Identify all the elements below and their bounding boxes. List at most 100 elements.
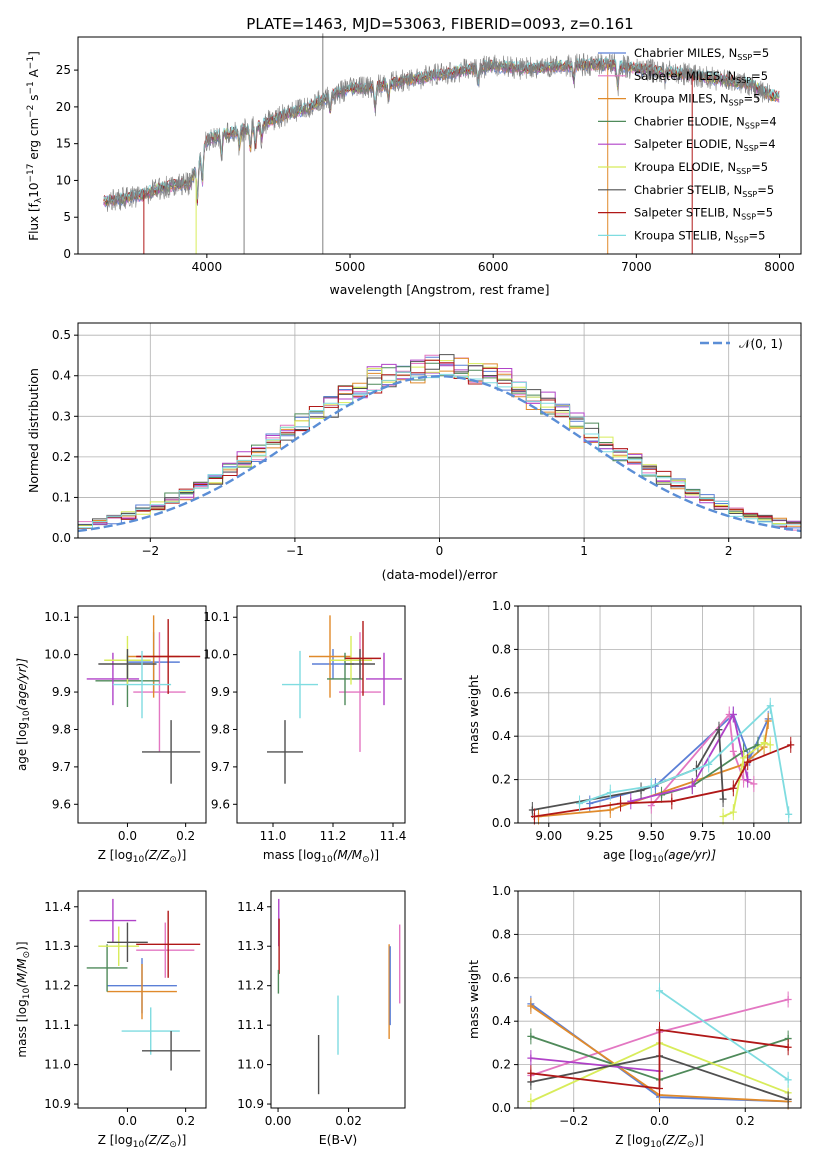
legend-entry-name: Chabrier ELODIE, N bbox=[634, 114, 745, 128]
errorbar-xlabel-part: Z [log bbox=[98, 848, 133, 862]
errorbar-ytick-label: 9.9 bbox=[52, 685, 71, 699]
histogram-ytick-label: 0.1 bbox=[52, 490, 71, 504]
massweight-xlabel-part: ⊙ bbox=[687, 1140, 695, 1150]
massweight-xlabel-part: (age/yr)] bbox=[664, 848, 717, 862]
errorbar-ylabel-part: mass [log bbox=[15, 999, 29, 1057]
legend-entry-sub: SSP bbox=[729, 99, 744, 108]
legend-entry-n: =4 bbox=[759, 137, 776, 151]
massweight-xtick-label: 10.00 bbox=[737, 829, 771, 843]
observed-spectrum-line bbox=[106, 53, 770, 212]
errorbar-xlabel: Z [log10(Z/Z⊙)] bbox=[98, 848, 187, 865]
residual-histogram-panel: −2 −1 0 1 2 0.0 0.1 0.2 0.3 0.4 0.5 𝒩(0, 1) (data-mo… bbox=[26, 322, 802, 582]
series-line bbox=[658, 990, 789, 1081]
errorbar-ytick-label: 9.6 bbox=[211, 797, 230, 811]
massweight-xlabel: Z [log10(Z/Z⊙)] bbox=[615, 1133, 704, 1150]
legend-entry-sub: SSP bbox=[742, 190, 757, 199]
errorbar-xlabel: Z [log10(Z/Z⊙)] bbox=[98, 1133, 187, 1150]
errorbar-ytick-label: 11.4 bbox=[237, 900, 264, 914]
massweight-ytick-label: 0.6 bbox=[492, 686, 511, 700]
errorbar-xtick-label: 0.02 bbox=[335, 1114, 362, 1128]
legend-entry-sub: SSP bbox=[734, 235, 749, 244]
spectrum-xtick-label: 8000 bbox=[764, 260, 795, 274]
errorbar-ylabel: age [log10(age/yr)] bbox=[15, 658, 32, 771]
errorbar-ytick-label: 11.4 bbox=[44, 900, 71, 914]
massweight-xtick-label: 9.25 bbox=[587, 829, 614, 843]
errorbar-frame bbox=[236, 605, 406, 824]
spectrum-ylabel-part: −1 bbox=[26, 81, 36, 94]
errorbar-ytick-label: 11.3 bbox=[237, 939, 264, 953]
legend-entry-sub: SSP bbox=[737, 53, 752, 62]
spectrum-ylabel-part: −2 bbox=[26, 105, 36, 118]
errorbar-ytick-label: 10.9 bbox=[237, 1097, 264, 1111]
legend-entry-n: =5 bbox=[752, 46, 769, 60]
legend-entry-name: Salpeter MILES, N bbox=[634, 69, 736, 83]
spectrum-ylabel-part: erg cm bbox=[27, 118, 41, 164]
histogram-xlabel: (data-model)/error bbox=[382, 567, 499, 582]
legend-entry: Salpeter ELODIE, NSSP=4 bbox=[634, 137, 776, 153]
spectrum-ylabel-part: A bbox=[27, 68, 41, 81]
series-line bbox=[630, 712, 749, 803]
errorbar-frame bbox=[77, 605, 207, 824]
legend-entry-n: =5 bbox=[757, 183, 774, 197]
errorbar-ytick-label: 10.0 bbox=[203, 648, 230, 662]
legend-entry-name: Kroupa STELIB, N bbox=[634, 228, 734, 242]
histogram-xtick-label: −1 bbox=[286, 544, 304, 558]
massweight-ylabel: mass weight bbox=[466, 960, 481, 1039]
spectrum-ylabel-part: ] bbox=[27, 51, 41, 56]
errorbar-xlabel-part: ⊙ bbox=[362, 855, 370, 865]
spectrum-ylabel-part: Flux [f bbox=[27, 202, 41, 240]
massweight-ytick-label: 0.4 bbox=[492, 729, 511, 743]
errorbar-ytick-label: 11.1 bbox=[237, 1018, 264, 1032]
errorbar-ytick-label: 9.8 bbox=[211, 722, 230, 736]
legend-entry-n: =5 bbox=[749, 228, 766, 242]
massweight-xlabel: age [log10(age/yr)] bbox=[603, 848, 716, 865]
errorbar-xlabel-part: ⊙ bbox=[169, 1140, 177, 1150]
errorbar-ytick-label: 11.0 bbox=[44, 1058, 71, 1072]
spectrum-xtick-label: 5000 bbox=[335, 260, 366, 274]
spectrum-ytick-label: 5 bbox=[63, 210, 71, 224]
histogram-xtick-label: 2 bbox=[725, 544, 733, 558]
histogram-ytick-label: 0.3 bbox=[52, 409, 71, 423]
errorbar-xlabel-part: 10 bbox=[133, 855, 145, 865]
spectrum-xtick-label: 7000 bbox=[621, 260, 652, 274]
histogram-ytick-label: 0.2 bbox=[52, 450, 71, 464]
spectrum-xlabel: wavelength [Angstrom, rest frame] bbox=[329, 282, 549, 297]
errorbar-ytick-label: 11.3 bbox=[44, 939, 71, 953]
errorbar-frame bbox=[270, 890, 406, 1109]
massweight-ytick-label: 0.6 bbox=[492, 971, 511, 985]
errorbar-xtick-label: 11.0 bbox=[260, 829, 287, 843]
spectrum-ylabel: Flux [fλ10−17 erg cm−2 s−1 A−1] bbox=[26, 51, 44, 241]
massweight-xtick-label: 0.0 bbox=[650, 1114, 669, 1128]
massweight-xlabel-part: Z [log bbox=[615, 1133, 650, 1147]
errorbar-ytick-label: 11.2 bbox=[237, 979, 264, 993]
series-line bbox=[534, 744, 792, 818]
spectrum-ylabel-part: s bbox=[27, 95, 41, 105]
massweight-xlabel-part: age [log bbox=[603, 848, 652, 862]
massweight-ytick-label: 1.0 bbox=[492, 599, 511, 613]
spectrum-ylabel-part: −17 bbox=[26, 164, 36, 183]
spectrum-ylabel-part: −1 bbox=[26, 56, 36, 69]
errorbar-xlabel: mass [log10(M/M⊙)] bbox=[263, 848, 379, 865]
legend-entry-n: =4 bbox=[760, 114, 777, 128]
massweight-ytick-label: 0.0 bbox=[492, 816, 511, 830]
errorbar-ylabel-part: ⊙ bbox=[22, 951, 32, 959]
errorbar-ylabel-part: age [log bbox=[15, 722, 29, 771]
legend-entry-sub: SSP bbox=[745, 121, 760, 130]
errorbar-ytick-label: 9.7 bbox=[211, 760, 230, 774]
legend-entry: Kroupa ELODIE, NSSP=5 bbox=[634, 160, 768, 176]
errorbar-ytick-label: 11.1 bbox=[44, 1018, 71, 1032]
spectrum-ylabel-part: λ bbox=[34, 197, 44, 203]
spectrum-panel: 4000 5000 6000 7000 8000 0 5 10 15 20 25 wavelength… bbox=[26, 33, 802, 297]
errorbar-xlabel: E(B-V) bbox=[319, 1132, 358, 1147]
errorbar-ytick-label: 10.9 bbox=[44, 1097, 71, 1111]
errorbar-xtick-label: 0.2 bbox=[176, 1114, 195, 1128]
errorbar-ylabel-part: (M/M bbox=[15, 958, 29, 988]
legend-entry: Chabrier MILES, NSSP=5 bbox=[634, 46, 769, 62]
errorbar-xtick-label: 0.2 bbox=[176, 829, 195, 843]
massweight-frame bbox=[517, 605, 802, 824]
massweight-xtick-label: 0.2 bbox=[736, 1114, 755, 1128]
errorbar-xlabel-part: (Z/Z bbox=[144, 848, 170, 862]
legend-entry-sub: SSP bbox=[744, 144, 759, 153]
errorbar-xlabel-part: )] bbox=[370, 848, 379, 862]
